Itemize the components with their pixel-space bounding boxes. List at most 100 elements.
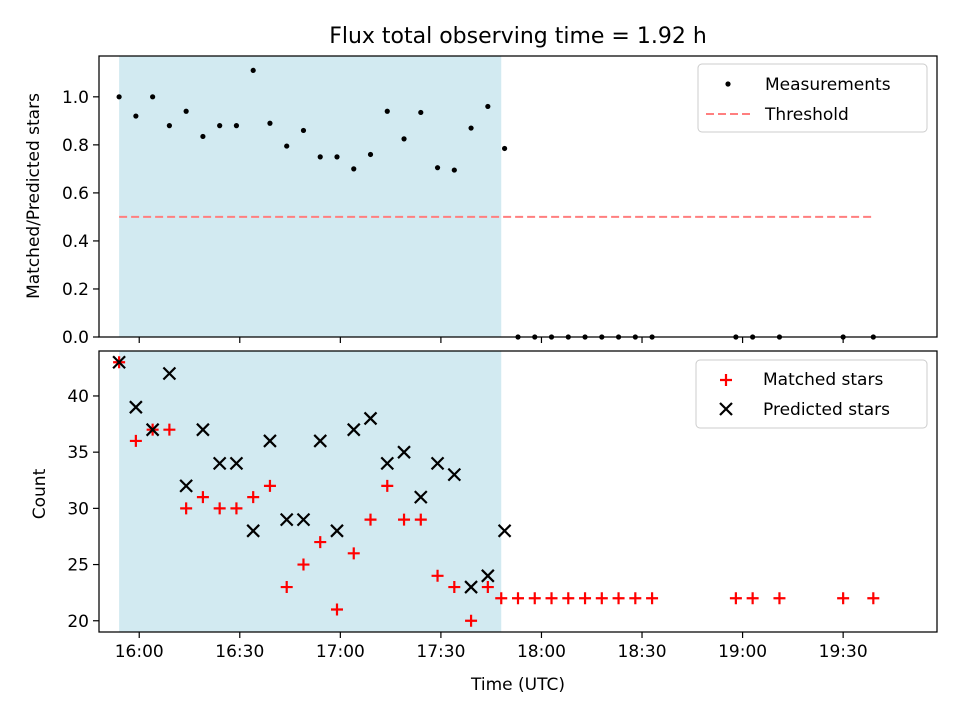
bottom-y-ticks: 20 25 30 35 40	[67, 387, 99, 632]
matched-stars-point	[746, 592, 759, 605]
y-tick-label: 0.0	[62, 328, 89, 348]
predicted-stars-point	[263, 434, 277, 448]
top-x-ticks	[138, 337, 844, 343]
predicted-stars-point	[464, 580, 478, 594]
matched-stars-point	[230, 502, 243, 515]
predicted-stars-point	[481, 569, 495, 583]
y-tick-label: 40	[67, 387, 89, 407]
y-tick-label: 0.6	[62, 184, 89, 204]
measurement-point	[267, 120, 273, 126]
predicted-stars-point	[380, 456, 395, 471]
matched-stars-point	[837, 592, 850, 605]
predicted-stars-point	[279, 512, 294, 527]
bottom-y-axis-label: Count	[30, 468, 50, 519]
x-tick-label: 19:30	[819, 642, 868, 662]
predicted-stars-point	[397, 445, 411, 459]
bottom-panel: 20 25 30 35 40 16:00 16:30 17:00 17:30 18:00 18:3…	[30, 350, 938, 695]
matched-stars-point	[629, 592, 642, 605]
measurement-point	[317, 154, 323, 160]
y-tick-label: 35	[67, 443, 89, 463]
top-y-ticks: 0.0 0.2 0.4 0.6 0.8 1.0	[62, 88, 99, 348]
matched-stars-point	[481, 581, 494, 594]
matched-stars-point	[330, 603, 343, 616]
top-panel: 0.0 0.2 0.4 0.6 0.8 1.0 Matched/Predicted sta…	[24, 55, 938, 348]
measurement-point	[468, 125, 474, 131]
bottom-axes-frame	[98, 350, 938, 633]
predicted-stars-point	[212, 456, 227, 471]
predicted-stars-point	[145, 422, 160, 437]
matched-stars-point	[398, 513, 411, 526]
matched-stars-point	[528, 592, 541, 605]
predicted-stars-point	[162, 366, 177, 381]
matched-stars-point	[612, 592, 625, 605]
y-tick-label: 0.2	[62, 280, 89, 300]
matched-stars-legend-label: Matched stars	[763, 370, 883, 390]
predicted-stars-point	[313, 434, 328, 448]
top-y-axis-label: Matched/Predicted stars	[24, 93, 44, 299]
measurement-point	[217, 123, 223, 129]
matched-stars-point	[347, 547, 360, 560]
predicted-stars-point	[296, 512, 311, 527]
top-legend: Measurements Threshold	[697, 63, 928, 133]
top-plot-marks	[116, 67, 876, 340]
x-axis-label: Time (UTC)	[470, 675, 565, 695]
chart-title: Flux total observing time = 1.92 h	[329, 24, 707, 49]
measurement-point	[116, 94, 122, 100]
measurement-point	[451, 167, 457, 173]
matched-stars-point	[314, 536, 327, 549]
predicted-stars-point	[330, 524, 344, 538]
matched-stars-point	[867, 592, 880, 605]
y-tick-label: 25	[67, 556, 89, 576]
bottom-shaded-region	[119, 351, 502, 632]
measurement-point	[200, 133, 206, 140]
measurement-point	[418, 109, 424, 116]
top-shaded-region	[119, 56, 502, 337]
measurement-point	[250, 67, 256, 74]
bottom-legend: Matched stars Predicted stars	[695, 359, 928, 429]
matched-stars-point	[448, 581, 461, 594]
matched-stars-point	[247, 491, 260, 504]
matched-stars-point	[562, 592, 575, 605]
x-tick-label: 17:30	[416, 642, 465, 662]
x-tick-label: 18:00	[517, 642, 566, 662]
matched-stars-point	[364, 513, 377, 526]
predicted-stars-point	[430, 456, 445, 471]
measurements-legend-marker	[725, 81, 731, 87]
measurement-point	[367, 151, 374, 158]
predicted-stars-point	[129, 400, 143, 414]
y-tick-label: 0.8	[62, 136, 89, 156]
measurement-point	[351, 166, 357, 172]
y-tick-label: 0.4	[62, 232, 89, 252]
matched-stars-point	[512, 592, 524, 605]
matched-stars-point	[129, 434, 142, 447]
top-axes-frame	[98, 55, 938, 338]
predicted-stars-legend-label: Predicted stars	[763, 400, 890, 420]
matched-stars-point	[465, 614, 478, 627]
threshold-legend-label: Threshold	[764, 105, 849, 125]
measurement-point	[401, 136, 407, 142]
x-tick-label: 16:00	[115, 642, 164, 662]
predicted-stars-legend-marker	[719, 402, 733, 416]
measurement-point	[284, 143, 290, 149]
measurement-point	[233, 123, 240, 129]
matched-stars-point	[579, 592, 592, 605]
predicted-stars-point	[112, 355, 126, 370]
matched-stars-point	[381, 479, 394, 492]
predicted-stars-point	[497, 524, 512, 538]
predicted-stars-point	[179, 479, 193, 493]
measurement-point	[166, 123, 172, 129]
measurement-point	[133, 113, 139, 119]
predicted-stars-point	[229, 456, 244, 471]
matched-stars-point	[213, 502, 226, 515]
y-tick-label: 1.0	[62, 88, 89, 108]
measurement-point	[183, 108, 189, 114]
y-tick-label: 20	[67, 612, 89, 632]
matched-stars-point	[297, 558, 310, 571]
matched-stars-point	[414, 513, 427, 526]
x-tick-label: 19:00	[718, 642, 767, 662]
measurement-point	[150, 94, 156, 100]
x-tick-label: 18:30	[618, 642, 667, 662]
measurement-point	[434, 165, 441, 171]
measurement-point	[300, 127, 307, 134]
